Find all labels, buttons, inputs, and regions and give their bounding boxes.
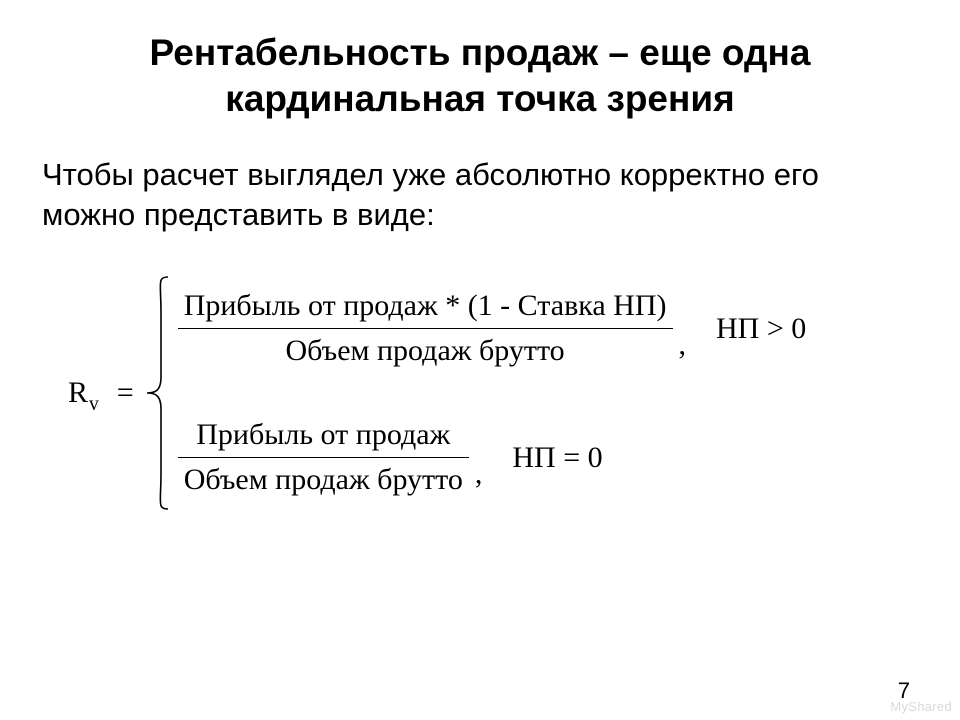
formula-case-2-numerator: Прибыль от продаж [190, 418, 456, 457]
slide-title: Рентабельность продаж – еще одна кардина… [40, 30, 920, 123]
formula-case-2-comma: , [475, 457, 483, 491]
formula-piecewise: R v = Прибыль от продаж * (1 - Ставка НП… [40, 273, 920, 513]
formula-lhs: R v [68, 376, 99, 410]
formula-case-1-fraction: Прибыль от продаж * (1 - Ставка НП) Объе… [178, 289, 673, 368]
formula-case-2-denominator: Объем продаж брутто [178, 458, 469, 497]
slide: Рентабельность продаж – еще одна кардина… [0, 0, 960, 720]
formula-case-1-condition: НП > 0 [716, 312, 806, 346]
slide-paragraph: Чтобы расчет выглядел уже абсолютно корр… [40, 155, 920, 236]
formula-equals: = [117, 376, 134, 410]
formula-lhs-var: R [68, 376, 88, 410]
formula-case-2-condition: НП = 0 [512, 441, 602, 475]
formula-case-1: Прибыль от продаж * (1 - Ставка НП) Объе… [178, 289, 807, 368]
formula-case-2-fraction: Прибыль от продаж Объем продаж брутто [178, 418, 469, 497]
formula-case-1-comma: , [679, 328, 687, 362]
formula-case-1-denominator: Объем продаж брутто [280, 329, 571, 368]
formula-case-2: Прибыль от продаж Объем продаж брутто , … [178, 418, 807, 497]
formula-case-1-numerator: Прибыль от продаж * (1 - Ставка НП) [178, 289, 673, 328]
formula-lhs-subscript: v [89, 394, 99, 416]
watermark: MyShared [890, 699, 952, 714]
formula-brace-icon [144, 273, 172, 513]
formula-cases: Прибыль от продаж * (1 - Ставка НП) Объе… [178, 273, 807, 513]
